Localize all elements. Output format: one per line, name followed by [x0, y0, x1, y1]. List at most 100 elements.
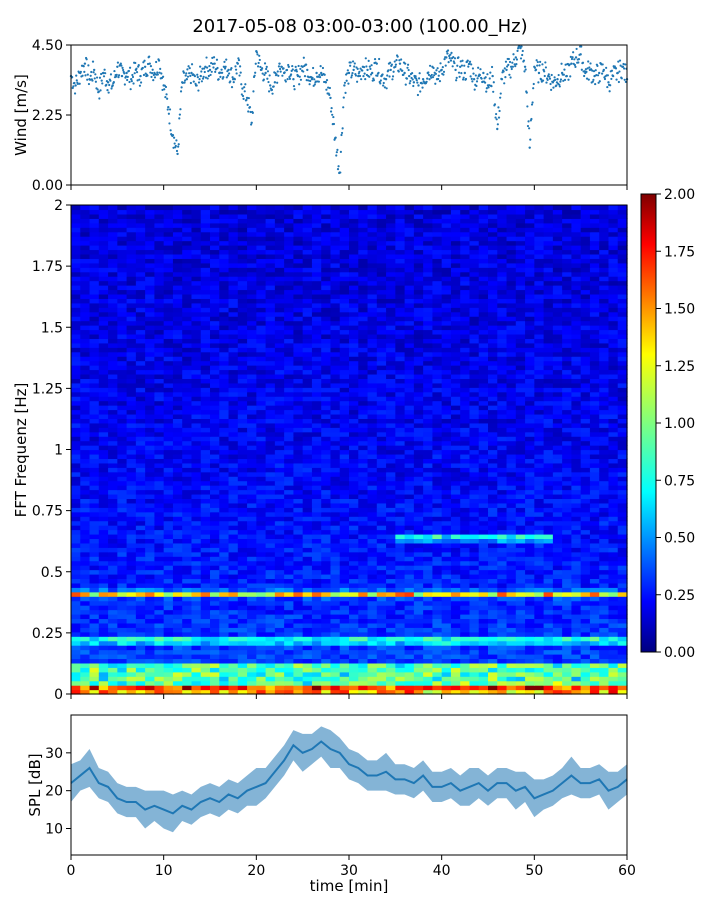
wind-point	[514, 65, 517, 68]
wind-point	[369, 67, 372, 71]
spectrogram-cell	[367, 476, 378, 482]
spectrogram-cell	[617, 462, 628, 468]
spectrogram-cell	[219, 493, 230, 499]
spectrogram-cell	[497, 578, 508, 584]
spectrogram-cell	[552, 631, 563, 637]
spectrogram-cell	[71, 507, 81, 513]
spectrogram-cell	[219, 653, 230, 660]
wind-point	[515, 58, 519, 61]
spectrogram-cell	[515, 409, 526, 415]
spectrogram-cell	[469, 685, 480, 691]
spectrogram-cell	[432, 418, 443, 424]
spectrogram-cell	[200, 618, 211, 624]
wind-point	[100, 72, 103, 76]
figure-title: 2017-05-08 03:00-03:00 (100.00_Hz)	[192, 16, 527, 37]
spectrogram-cell	[302, 533, 313, 540]
spectrogram-cell	[284, 449, 294, 455]
spectrogram-cell	[126, 587, 137, 593]
spectrogram-cell	[497, 467, 508, 473]
spectrogram-cell	[191, 498, 202, 504]
spectrogram-cell	[450, 685, 461, 691]
spectrogram-cell	[210, 556, 220, 562]
spectrogram-cell	[608, 462, 619, 468]
spectrogram-cell	[182, 525, 193, 531]
spectrogram-cell	[210, 418, 220, 424]
spectrogram-cell	[562, 476, 572, 482]
wind-point	[573, 63, 576, 67]
spectrogram-cell	[154, 418, 165, 424]
spectrogram-cell	[589, 591, 600, 597]
spectrogram-cell	[497, 489, 508, 495]
spectrogram-cell	[515, 596, 526, 602]
spectrogram-cell	[237, 476, 248, 482]
wind-point	[453, 57, 457, 60]
spectrogram-cell	[543, 516, 554, 522]
spectrogram-cell	[339, 427, 350, 433]
wind-point	[558, 83, 561, 86]
spectrogram-cell	[135, 591, 146, 597]
wind-point	[480, 77, 483, 80]
spectrogram-cell	[488, 422, 498, 428]
spectrogram-cell	[71, 569, 81, 575]
spectrogram-cell	[228, 529, 239, 535]
spectrogram-cell	[126, 453, 137, 459]
spectrogram-cell	[386, 569, 396, 575]
spectrogram-cell	[376, 680, 387, 686]
spectrogram-cell	[163, 609, 174, 615]
spectrogram-cell	[515, 689, 526, 695]
spectrogram-cell	[237, 605, 248, 611]
spectrogram-cell	[339, 502, 350, 508]
spectrogram-cell	[589, 467, 600, 473]
spectrogram-cell	[478, 547, 489, 553]
spectrogram-cell	[599, 507, 610, 513]
spectrogram-cell	[497, 498, 508, 504]
spectrogram-cell	[469, 578, 480, 584]
spectrogram-cell	[284, 453, 294, 459]
spectrogram-cell	[599, 445, 610, 451]
spectrogram-cell	[339, 569, 350, 575]
spectrogram-cell	[423, 653, 433, 660]
spectrogram-cell	[126, 520, 137, 526]
spectrogram-cell	[534, 573, 545, 580]
wind-point	[246, 103, 249, 106]
spectrogram-cell	[488, 418, 498, 424]
wind-point	[544, 66, 548, 69]
spectrogram-cell	[376, 685, 387, 691]
spectrogram-cell	[330, 449, 341, 455]
wind-point	[209, 73, 212, 77]
spectrogram-cell	[237, 622, 248, 628]
spectrogram-cell	[163, 645, 174, 651]
spectrogram-cell	[98, 458, 109, 464]
wind-point	[588, 66, 591, 69]
spectrogram-cell	[599, 547, 610, 553]
spectrogram-cell	[293, 533, 304, 540]
spectrogram-cell	[200, 605, 211, 611]
spectrogram-cell	[182, 507, 193, 513]
spectrogram-cell	[515, 627, 526, 633]
spectrogram-cell	[432, 502, 443, 508]
spectrogram-cell	[543, 658, 554, 664]
spectrogram-cell	[145, 405, 155, 411]
spectrogram-cell	[534, 578, 545, 584]
spectrogram-cell	[274, 533, 285, 540]
spectrogram-cell	[552, 400, 563, 406]
spectrogram-cell	[506, 516, 517, 522]
spectrogram-cell	[210, 413, 220, 419]
spectrogram-cell	[376, 480, 387, 486]
spectrogram-cell	[330, 587, 341, 593]
spectrogram-cell	[237, 667, 248, 673]
spectrogram-cell	[589, 551, 600, 557]
spectrogram-cell	[580, 547, 591, 553]
spectrogram-cell	[413, 627, 424, 633]
spectrogram-cell	[580, 653, 591, 660]
wind-point	[199, 65, 202, 68]
spectrogram-cell	[80, 427, 91, 433]
spectrogram-cell	[182, 396, 193, 402]
spectrogram-cell	[515, 458, 526, 464]
spectrogram-cell	[321, 458, 332, 464]
spectrogram-cell	[117, 449, 128, 455]
wind-point	[91, 60, 95, 63]
spectrogram-cell	[284, 600, 294, 606]
spectrogram-cell	[506, 605, 517, 611]
spectrogram-cell	[302, 622, 313, 628]
